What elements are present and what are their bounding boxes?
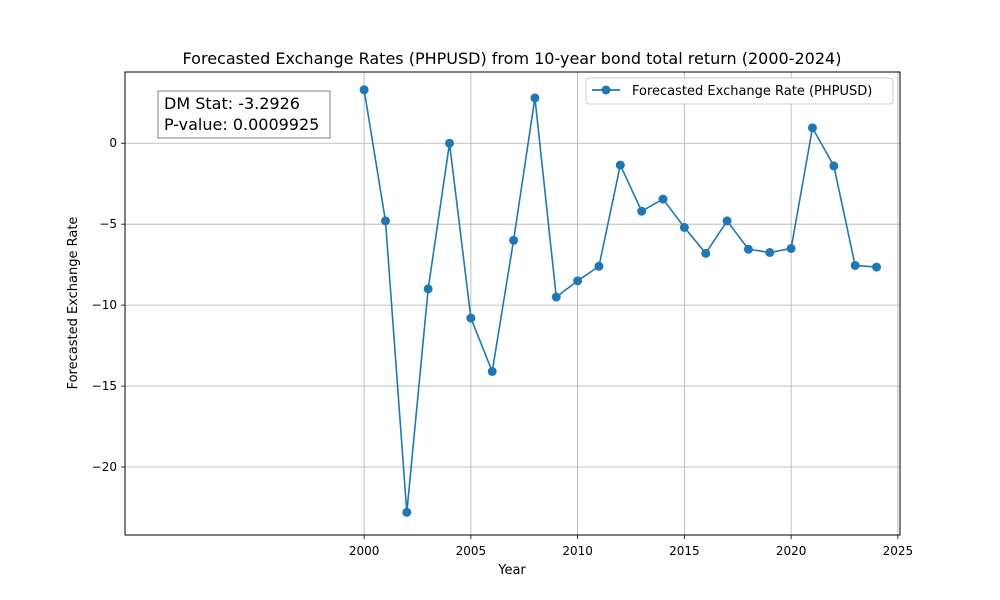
- y-tick-label: −5: [99, 217, 117, 231]
- y-axis-label: Forecasted Exchange Rate: [66, 217, 81, 390]
- series-line: [363, 89, 877, 514]
- annotation-box: DM Stat: -3.2926 P-value: 0.0009925: [157, 90, 331, 139]
- data-point: [743, 244, 753, 254]
- data-point: [872, 262, 882, 272]
- y-tick-label: −10: [92, 298, 117, 312]
- y-tick-label: 0: [109, 136, 117, 150]
- annotation-p-value: P-value: 0.0009925: [164, 115, 319, 134]
- data-point: [551, 292, 561, 302]
- data-point: [530, 93, 540, 103]
- x-tick-label: 2005: [456, 544, 487, 558]
- legend-entry-label: Forecasted Exchange Rate (PHPUSD): [632, 84, 872, 99]
- data-point: [765, 248, 775, 258]
- legend: Forecasted Exchange Rate (PHPUSD): [585, 77, 894, 105]
- chart-title: Forecasted Exchange Rates (PHPUSD) from …: [183, 49, 842, 68]
- data-point: [701, 248, 711, 258]
- data-point: [637, 206, 647, 216]
- data-point: [679, 222, 689, 232]
- legend-frame: [585, 77, 894, 105]
- data-point: [423, 284, 433, 294]
- plot-area-frame: [124, 71, 901, 536]
- legend-marker: [601, 85, 611, 95]
- grid-lines: [125, 72, 900, 535]
- data-point: [786, 243, 796, 253]
- data-point: [445, 138, 455, 148]
- y-axis-ticks: −20 −15 −10 −5 0: [92, 136, 125, 474]
- data-point: [573, 276, 583, 286]
- data-point: [466, 313, 476, 323]
- data-point: [509, 235, 519, 245]
- x-tick-label: 2025: [883, 544, 914, 558]
- annotation-dm-stat: DM Stat: -3.2926: [164, 94, 300, 113]
- x-tick-label: 2020: [776, 544, 807, 558]
- data-point: [594, 261, 604, 271]
- y-tick-label: −20: [92, 460, 117, 474]
- data-point: [829, 161, 839, 171]
- data-point: [487, 366, 497, 376]
- data-point: [402, 507, 412, 517]
- y-tick-label: −15: [92, 379, 117, 393]
- data-point: [807, 123, 817, 133]
- data-point: [359, 85, 369, 95]
- series-group: [359, 85, 882, 517]
- x-tick-label: 2015: [669, 544, 700, 558]
- data-point: [658, 194, 668, 204]
- data-point: [722, 216, 732, 226]
- x-axis-label: Year: [497, 563, 526, 578]
- data-point: [615, 160, 625, 170]
- x-tick-label: 2010: [562, 544, 593, 558]
- data-point: [850, 260, 860, 270]
- x-tick-label: 2000: [349, 544, 380, 558]
- data-point: [380, 216, 390, 226]
- x-axis-ticks: 2000 2005 2010 2015 2020 2025: [349, 535, 913, 558]
- annotation-frame: [157, 90, 331, 139]
